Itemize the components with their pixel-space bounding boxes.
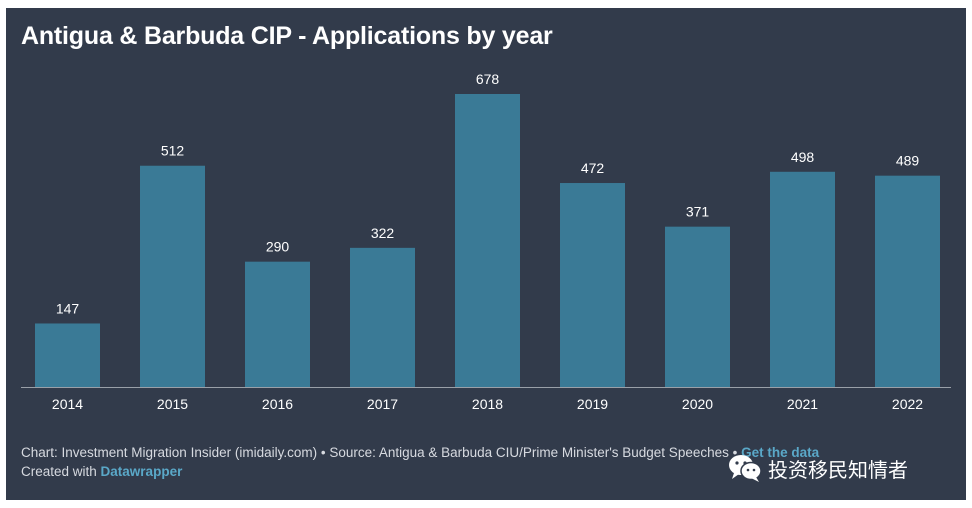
x-tick-label-2022: 2022 bbox=[892, 396, 923, 412]
footer-credit-line: Chart: Investment Migration Insider (imi… bbox=[21, 443, 951, 462]
data-label-2020: 371 bbox=[686, 204, 710, 220]
x-tick-label-2020: 2020 bbox=[682, 396, 713, 412]
data-label-2018: 678 bbox=[476, 71, 500, 87]
get-the-data-link[interactable]: Get the data bbox=[741, 445, 820, 460]
x-tick-label-2017: 2017 bbox=[367, 396, 398, 412]
bar-2021 bbox=[770, 171, 835, 387]
bar-2014 bbox=[35, 323, 100, 387]
bar-2022 bbox=[875, 175, 940, 387]
chart-frame: Antigua & Barbuda CIP - Applications by … bbox=[6, 8, 966, 500]
bar-chart: 147 2014 512 2015 290 2016 322 2017 678 2018 472 20… bbox=[21, 71, 951, 412]
bar-2016 bbox=[245, 261, 310, 387]
bar-2019 bbox=[560, 183, 625, 387]
chart-footer: Chart: Investment Migration Insider (imi… bbox=[21, 443, 951, 481]
data-label-2017: 322 bbox=[371, 225, 395, 241]
data-label-2014: 147 bbox=[56, 300, 80, 316]
x-tick-label-2019: 2019 bbox=[577, 396, 608, 412]
data-label-2022: 489 bbox=[896, 153, 920, 169]
x-tick-label-2016: 2016 bbox=[262, 396, 293, 412]
data-label-2019: 472 bbox=[581, 160, 605, 176]
x-tick-label-2014: 2014 bbox=[52, 396, 83, 412]
footer-created-line: Created with Datawrapper bbox=[21, 462, 951, 481]
watermark: 投资移民知情者 bbox=[728, 448, 908, 488]
data-label-2021: 498 bbox=[791, 149, 815, 165]
x-tick-label-2015: 2015 bbox=[157, 396, 188, 412]
chart-title: Antigua & Barbuda CIP - Applications by … bbox=[21, 22, 553, 50]
bar-2017 bbox=[350, 247, 415, 387]
source-credit: Chart: Investment Migration Insider (imi… bbox=[21, 445, 742, 460]
bar-2018 bbox=[455, 94, 520, 387]
data-label-2015: 512 bbox=[161, 143, 185, 159]
x-tick-label-2021: 2021 bbox=[787, 396, 818, 412]
data-label-2016: 290 bbox=[266, 239, 290, 255]
datawrapper-link[interactable]: Datawrapper bbox=[100, 464, 183, 479]
created-with-text: Created with bbox=[21, 464, 101, 479]
x-tick-label-2018: 2018 bbox=[472, 396, 503, 412]
watermark-text: 投资移民知情者 bbox=[768, 457, 908, 482]
bar-2020 bbox=[665, 226, 730, 387]
wechat-icon bbox=[729, 455, 762, 482]
bar-2015 bbox=[140, 165, 205, 387]
